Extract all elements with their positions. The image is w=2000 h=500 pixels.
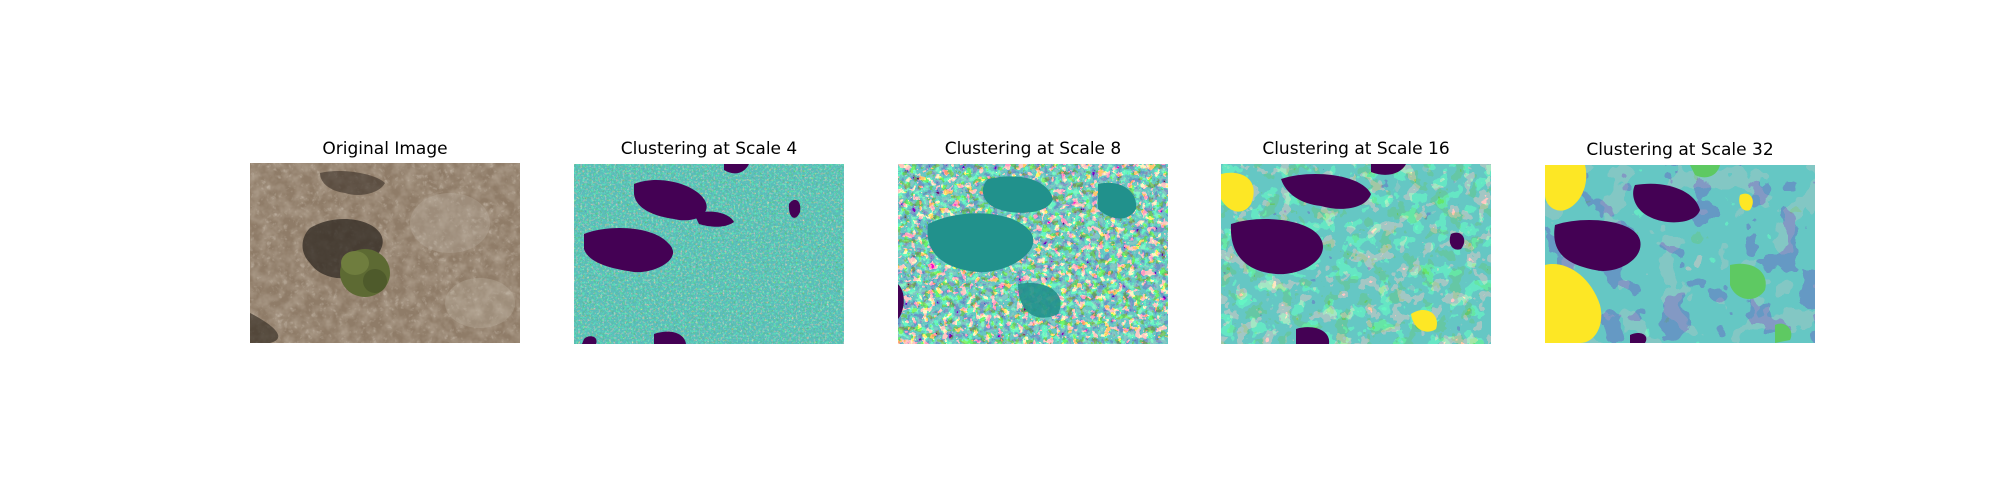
cluster-map-scale-4 — [574, 164, 844, 344]
panel-title-scale-4: Clustering at Scale 4 — [620, 139, 798, 159]
original-image — [250, 163, 520, 343]
panel-title-scale-32: Clustering at Scale 32 — [1586, 140, 1774, 160]
panel-title-scale-8: Clustering at Scale 8 — [944, 139, 1122, 159]
cluster-map-scale-16 — [1221, 164, 1491, 344]
panel-title-original: Original Image — [322, 139, 448, 159]
panel-title-scale-16: Clustering at Scale 16 — [1262, 139, 1450, 159]
cluster-map-scale-32 — [1545, 165, 1815, 343]
cluster-map-scale-8 — [898, 164, 1168, 344]
